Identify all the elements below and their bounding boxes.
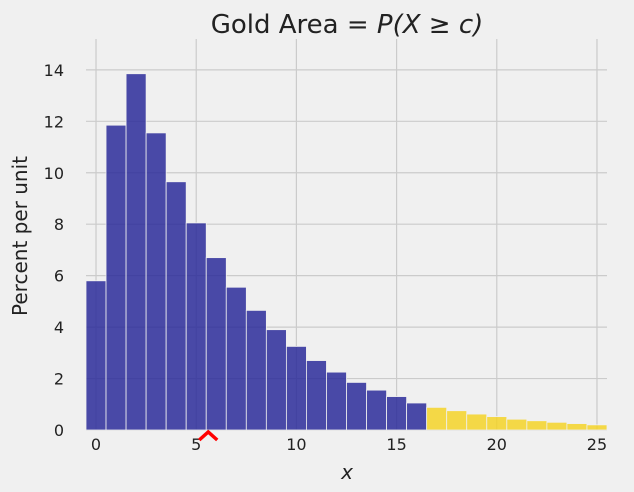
bar-gold: [586, 424, 608, 431]
x-tick-label: 10: [286, 435, 306, 454]
bar-blue: [406, 402, 428, 431]
threshold-marker: [198, 429, 219, 442]
bar-gold: [426, 406, 448, 431]
bar-gold: [486, 416, 508, 431]
histogram-bars: [85, 73, 608, 431]
y-tick-label: 6: [54, 267, 64, 286]
x-tick-label: 20: [487, 435, 507, 454]
bar-blue: [105, 124, 127, 431]
bar-blue: [205, 257, 227, 431]
bar-blue: [306, 360, 327, 431]
y-tick-label: 8: [54, 215, 64, 234]
x-tick-label: 0: [91, 435, 101, 454]
y-tick-label: 10: [44, 164, 64, 183]
bar-gold: [546, 421, 568, 431]
bar-blue: [386, 396, 408, 431]
chart-title-prefix: Gold Area =: [211, 10, 377, 40]
y-tick-label: 12: [44, 112, 64, 131]
x-tick-label: 15: [386, 435, 406, 454]
bar-blue: [265, 329, 287, 431]
x-tick-labels: 0 5 10 15 20 25: [91, 435, 607, 454]
bar-blue: [125, 73, 147, 431]
bar-blue: [185, 222, 207, 431]
x-tick-label: 25: [587, 435, 607, 454]
bar-gold: [566, 423, 588, 431]
y-tick-label: 2: [54, 370, 64, 389]
bar-gold: [526, 420, 548, 431]
y-tick-label: 14: [44, 61, 64, 80]
chart-title-math: P(X ≥ c): [377, 10, 483, 40]
y-tick-labels: 0 2 4 6 8 10 12 14: [44, 61, 64, 440]
chart-title: Gold Area = P(X ≥ c): [211, 10, 484, 40]
x-axis-label: x: [340, 460, 353, 484]
bar-gold: [466, 413, 488, 431]
y-axis-label: Percent per unit: [8, 156, 32, 316]
bar-gold: [506, 418, 528, 431]
bar-blue: [225, 286, 247, 431]
bar-blue: [165, 181, 187, 431]
y-tick-label: 4: [54, 318, 64, 337]
bar-gold: [446, 410, 468, 431]
bar-blue: [245, 309, 267, 431]
bar-blue: [346, 382, 367, 431]
y-tick-label: 0: [54, 421, 64, 440]
x-tick-label: 5: [191, 435, 201, 454]
threshold-caret-marker: [198, 429, 219, 442]
bar-blue: [285, 345, 307, 431]
bar-blue: [366, 389, 387, 431]
bar-blue: [85, 280, 107, 431]
bar-blue: [326, 371, 347, 431]
bar-blue: [145, 132, 167, 431]
